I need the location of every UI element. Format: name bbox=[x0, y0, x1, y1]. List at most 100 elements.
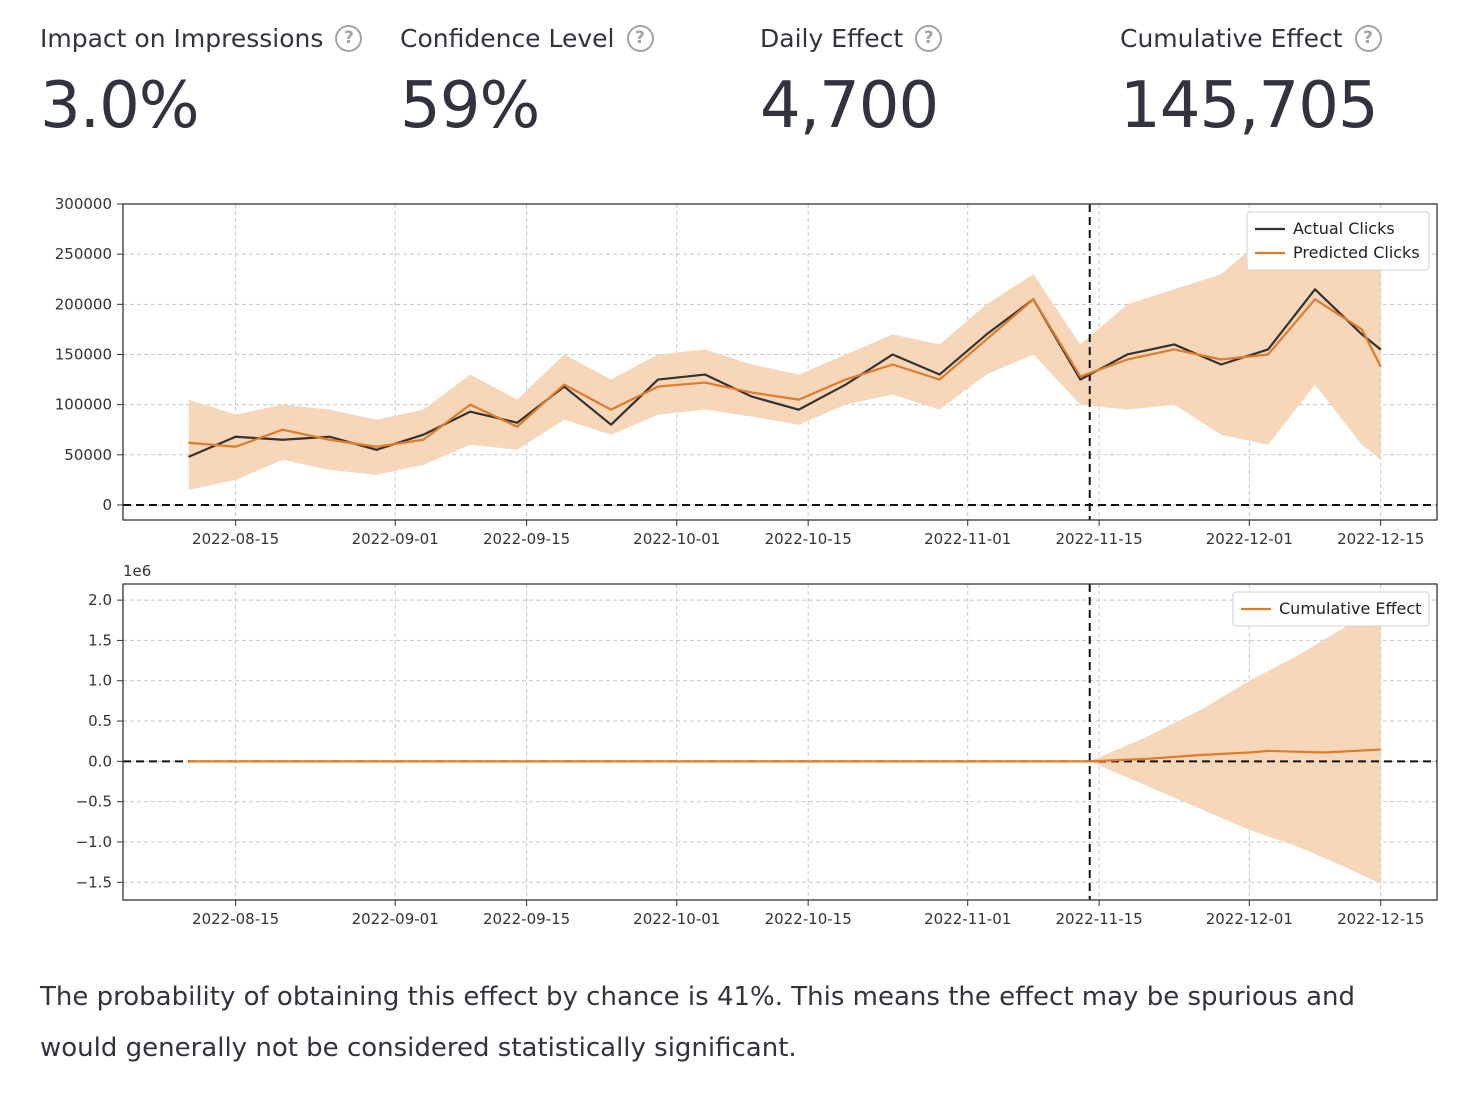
data-point bbox=[938, 373, 941, 376]
x-tick-label: 2022-09-15 bbox=[483, 530, 570, 548]
legend-box bbox=[1232, 591, 1430, 627]
x-tick-label: 2022-08-15 bbox=[192, 910, 279, 928]
data-point bbox=[657, 385, 659, 388]
metric-value: 3.0% bbox=[40, 69, 200, 143]
data-point bbox=[892, 353, 894, 356]
x-tick-label: 2022-09-01 bbox=[352, 910, 439, 928]
data-point bbox=[798, 409, 800, 411]
metric-label: Cumulative Effect bbox=[1120, 23, 1343, 53]
data-point bbox=[1361, 328, 1363, 330]
data-point bbox=[892, 363, 894, 366]
data-point bbox=[469, 411, 471, 413]
data-point bbox=[657, 378, 659, 381]
data-point bbox=[328, 436, 331, 438]
plot-frame bbox=[122, 203, 1438, 521]
y-tick-label: −1.5 bbox=[76, 873, 112, 891]
data-point bbox=[845, 383, 847, 386]
data-point bbox=[1145, 758, 1147, 760]
y-tick-label: 0 bbox=[102, 496, 112, 514]
metric-impact: Impact on Impressions ? 3.0% bbox=[40, 20, 363, 143]
data-point bbox=[985, 333, 988, 336]
help-icon[interactable]: ? bbox=[335, 24, 363, 52]
data-point bbox=[1201, 754, 1203, 756]
x-tick-label: 2022-11-15 bbox=[1056, 910, 1143, 928]
y-scale-label: 1e6 bbox=[123, 562, 151, 580]
data-point bbox=[469, 404, 471, 406]
x-tick-label: 2022-12-01 bbox=[1206, 530, 1293, 548]
data-point bbox=[1380, 348, 1382, 351]
data-point bbox=[1032, 298, 1035, 300]
data-point bbox=[422, 439, 424, 441]
x-tick-label: 2022-10-01 bbox=[633, 910, 720, 928]
x-tick-label: 2022-10-01 bbox=[633, 530, 720, 548]
legend-label: Actual Clicks bbox=[1293, 219, 1395, 238]
data-point bbox=[704, 373, 706, 376]
data-point bbox=[516, 422, 518, 424]
significance-summary: The probability of obtaining this effect… bbox=[40, 982, 1356, 1063]
metric-value: 59% bbox=[400, 69, 540, 143]
data-point bbox=[563, 383, 565, 386]
metric-cumulative-effect: Cumulative Effect ? 145,705 bbox=[1120, 20, 1382, 138]
legend-label: Predicted Clicks bbox=[1293, 243, 1420, 262]
y-tick-label: 150000 bbox=[55, 345, 112, 363]
metric-label: Daily Effect bbox=[760, 23, 904, 53]
data-point bbox=[1267, 348, 1269, 351]
data-point bbox=[375, 446, 378, 448]
help-icon[interactable]: ? bbox=[626, 24, 654, 52]
x-tick-label: 2022-12-15 bbox=[1337, 530, 1424, 548]
data-point bbox=[281, 439, 284, 441]
y-tick-label: −0.5 bbox=[76, 793, 112, 811]
y-tick-label: 2.0 bbox=[88, 591, 112, 609]
data-point bbox=[1173, 343, 1175, 346]
y-tick-label: 100000 bbox=[55, 396, 112, 414]
metric-daily-effect: Daily Effect ? 4,700 bbox=[760, 20, 943, 138]
data-point bbox=[751, 396, 753, 398]
data-point bbox=[1380, 748, 1382, 751]
x-tick-label: 2022-10-15 bbox=[765, 530, 852, 548]
y-tick-label: −1.0 bbox=[76, 833, 112, 851]
y-tick-label: 0.0 bbox=[88, 752, 112, 770]
y-tick-label: 250000 bbox=[55, 245, 112, 263]
series-cumulative-effect bbox=[188, 748, 1381, 763]
data-point bbox=[1323, 751, 1325, 754]
data-point bbox=[1173, 348, 1175, 351]
data-point bbox=[1126, 353, 1128, 356]
confidence-band bbox=[188, 234, 1381, 490]
data-point bbox=[798, 399, 800, 401]
data-point bbox=[610, 424, 612, 426]
plot-frame bbox=[122, 583, 1438, 901]
data-point bbox=[375, 449, 378, 451]
y-tick-label: 1.5 bbox=[88, 631, 112, 649]
metric-label: Impact on Impressions bbox=[40, 23, 324, 53]
data-point bbox=[1220, 358, 1222, 361]
data-point bbox=[1361, 333, 1363, 336]
x-tick-label: 2022-11-01 bbox=[924, 910, 1011, 928]
metric-label: Confidence Level bbox=[400, 23, 615, 53]
data-point bbox=[704, 381, 706, 384]
y-tick-label: 1.0 bbox=[88, 672, 112, 690]
legend-label: Cumulative Effect bbox=[1279, 599, 1421, 618]
data-point bbox=[235, 436, 237, 438]
data-point bbox=[281, 429, 284, 431]
chart-2: 2022-08-15 2022-09-01 2022-09-15 2022-10-01… bbox=[76, 562, 1438, 928]
data-point bbox=[1267, 353, 1269, 356]
x-tick-label: 2022-12-15 bbox=[1337, 910, 1424, 928]
legend: Actual Clicks Predicted Clicks bbox=[1246, 211, 1430, 271]
metric-confidence: Confidence Level ? 59% bbox=[400, 20, 654, 138]
x-tick-label: 2022-09-01 bbox=[352, 530, 439, 548]
legend-box bbox=[1246, 211, 1430, 271]
data-point bbox=[188, 456, 190, 458]
data-point bbox=[985, 338, 988, 341]
x-tick-label: 2022-11-15 bbox=[1056, 530, 1143, 548]
data-point bbox=[1248, 751, 1250, 754]
help-icon[interactable]: ? bbox=[1354, 24, 1382, 52]
data-point bbox=[1220, 363, 1222, 366]
metric-value: 145,705 bbox=[1120, 69, 1379, 143]
x-tick-label: 2022-08-15 bbox=[192, 530, 279, 548]
x-tick-label: 2022-12-01 bbox=[1206, 910, 1293, 928]
help-icon[interactable]: ? bbox=[915, 24, 943, 52]
data-point bbox=[328, 439, 331, 441]
data-point bbox=[188, 442, 190, 444]
x-tick-label: 2022-11-01 bbox=[924, 530, 1011, 548]
legend: Cumulative Effect bbox=[1232, 591, 1430, 627]
